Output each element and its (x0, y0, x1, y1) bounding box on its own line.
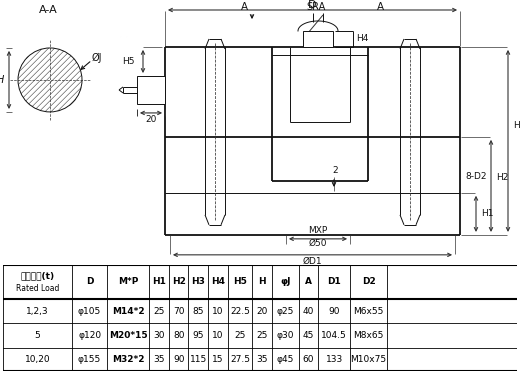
Text: φ45: φ45 (277, 355, 294, 364)
Text: 10,20: 10,20 (24, 355, 50, 364)
Text: φ30: φ30 (277, 331, 294, 340)
Text: D2: D2 (362, 278, 375, 286)
Text: A: A (240, 2, 248, 12)
Text: 額定載荷(t): 額定載荷(t) (20, 271, 55, 280)
Bar (303, 31, 333, 47)
Text: 90: 90 (329, 307, 340, 316)
Text: 60: 60 (303, 355, 314, 364)
Text: H3: H3 (513, 122, 520, 131)
Text: 40: 40 (303, 307, 314, 316)
Text: H1: H1 (481, 209, 493, 218)
Text: 25: 25 (234, 331, 245, 340)
Text: φ155: φ155 (78, 355, 101, 364)
Text: 85: 85 (192, 307, 204, 316)
Text: 25: 25 (153, 307, 165, 316)
Text: M14*2: M14*2 (112, 307, 145, 316)
Text: 8-D2: 8-D2 (465, 172, 487, 181)
Text: A: A (376, 2, 384, 12)
Text: H5: H5 (233, 278, 247, 286)
Text: 27.5: 27.5 (230, 355, 250, 364)
Text: 10: 10 (212, 307, 224, 316)
Text: 35: 35 (256, 355, 268, 364)
Text: H2: H2 (172, 278, 186, 286)
Text: ØJ: ØJ (92, 53, 102, 63)
Text: M20*15: M20*15 (109, 331, 148, 340)
Text: D1: D1 (327, 278, 341, 286)
Text: SRA: SRA (306, 2, 326, 12)
Text: 90: 90 (173, 355, 185, 364)
Text: H: H (258, 278, 266, 286)
Text: 115: 115 (190, 355, 207, 364)
Text: H3: H3 (191, 278, 205, 286)
Text: 15: 15 (212, 355, 224, 364)
Text: 104.5: 104.5 (321, 331, 347, 340)
Text: ØD1: ØD1 (303, 257, 322, 266)
Text: 20: 20 (145, 115, 157, 125)
Text: H: H (0, 75, 4, 85)
Text: 80: 80 (173, 331, 185, 340)
Text: 35: 35 (153, 355, 165, 364)
Text: Ø50: Ø50 (309, 239, 327, 248)
Text: 22.5: 22.5 (230, 307, 250, 316)
Text: D: D (308, 0, 317, 10)
Text: 25: 25 (256, 331, 268, 340)
Text: φJ: φJ (280, 278, 291, 286)
Text: 45: 45 (303, 331, 314, 340)
Text: D: D (86, 278, 94, 286)
Text: H1: H1 (152, 278, 166, 286)
Text: H2: H2 (496, 173, 509, 182)
Bar (137, 76, 165, 104)
Text: M10x75: M10x75 (350, 355, 387, 364)
Text: 133: 133 (326, 355, 343, 364)
Text: M*P: M*P (118, 278, 138, 286)
Text: φ25: φ25 (277, 307, 294, 316)
Text: A: A (305, 278, 312, 286)
Text: H4: H4 (356, 34, 368, 44)
Text: 1,2,3: 1,2,3 (26, 307, 49, 316)
Text: Rated Load: Rated Load (16, 284, 59, 293)
Text: M8x65: M8x65 (354, 331, 384, 340)
Text: 20: 20 (256, 307, 268, 316)
Text: M6x55: M6x55 (354, 307, 384, 316)
Text: 30: 30 (153, 331, 165, 340)
Text: 70: 70 (173, 307, 185, 316)
Text: 2: 2 (332, 166, 338, 175)
Text: H5: H5 (123, 57, 135, 66)
Text: H4: H4 (211, 278, 225, 286)
Text: φ105: φ105 (78, 307, 101, 316)
Text: 5: 5 (34, 331, 40, 340)
Text: A-A: A-A (38, 5, 57, 15)
Text: MXP: MXP (308, 226, 328, 235)
Text: φ120: φ120 (78, 331, 101, 340)
Text: 10: 10 (212, 331, 224, 340)
Text: M32*2: M32*2 (112, 355, 145, 364)
Text: 95: 95 (192, 331, 204, 340)
